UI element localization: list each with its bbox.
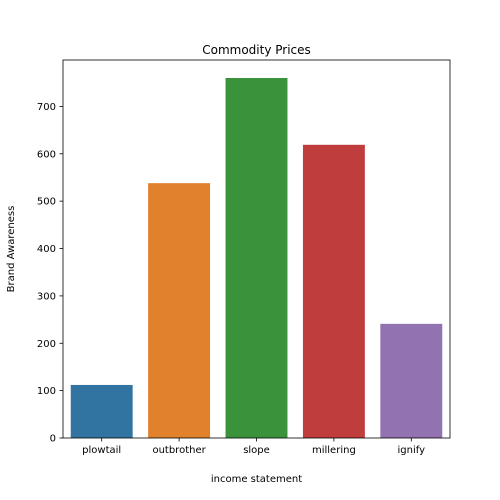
y-tick-label-100: 100 (37, 386, 56, 397)
x-tick-label-outbrother: outbrother (152, 445, 206, 456)
x-tick-label-plowtail: plowtail (82, 445, 121, 456)
x-axis: plowtail outbrother slope millering ignify (82, 438, 425, 456)
plot-frame (62, 59, 451, 439)
y-tick-label-300: 300 (37, 291, 56, 302)
bar-outbrother (148, 183, 211, 438)
chart-title: Commodity Prices (202, 43, 311, 57)
y-tick-label-500: 500 (37, 197, 56, 208)
y-tick-label-700: 700 (37, 102, 56, 113)
y-tick-label-400: 400 (37, 244, 56, 255)
y-tick-label-0: 0 (50, 434, 56, 445)
bar-slope (225, 78, 288, 438)
y-tick-label-600: 600 (37, 149, 56, 160)
y-axis-label: Brand Awareness (6, 206, 17, 293)
x-axis-label: income statement (211, 474, 302, 485)
bar-plowtail (70, 384, 133, 438)
x-tick-label-ignify: ignify (398, 445, 426, 456)
bar-millering (302, 144, 365, 438)
bar-ignify (380, 323, 443, 438)
bars-group (70, 78, 443, 438)
x-tick-label-slope: slope (243, 445, 270, 456)
x-tick-label-millering: millering (312, 445, 356, 456)
y-axis: 0 100 200 300 400 500 600 700 (37, 102, 63, 445)
y-tick-label-200: 200 (37, 339, 56, 350)
